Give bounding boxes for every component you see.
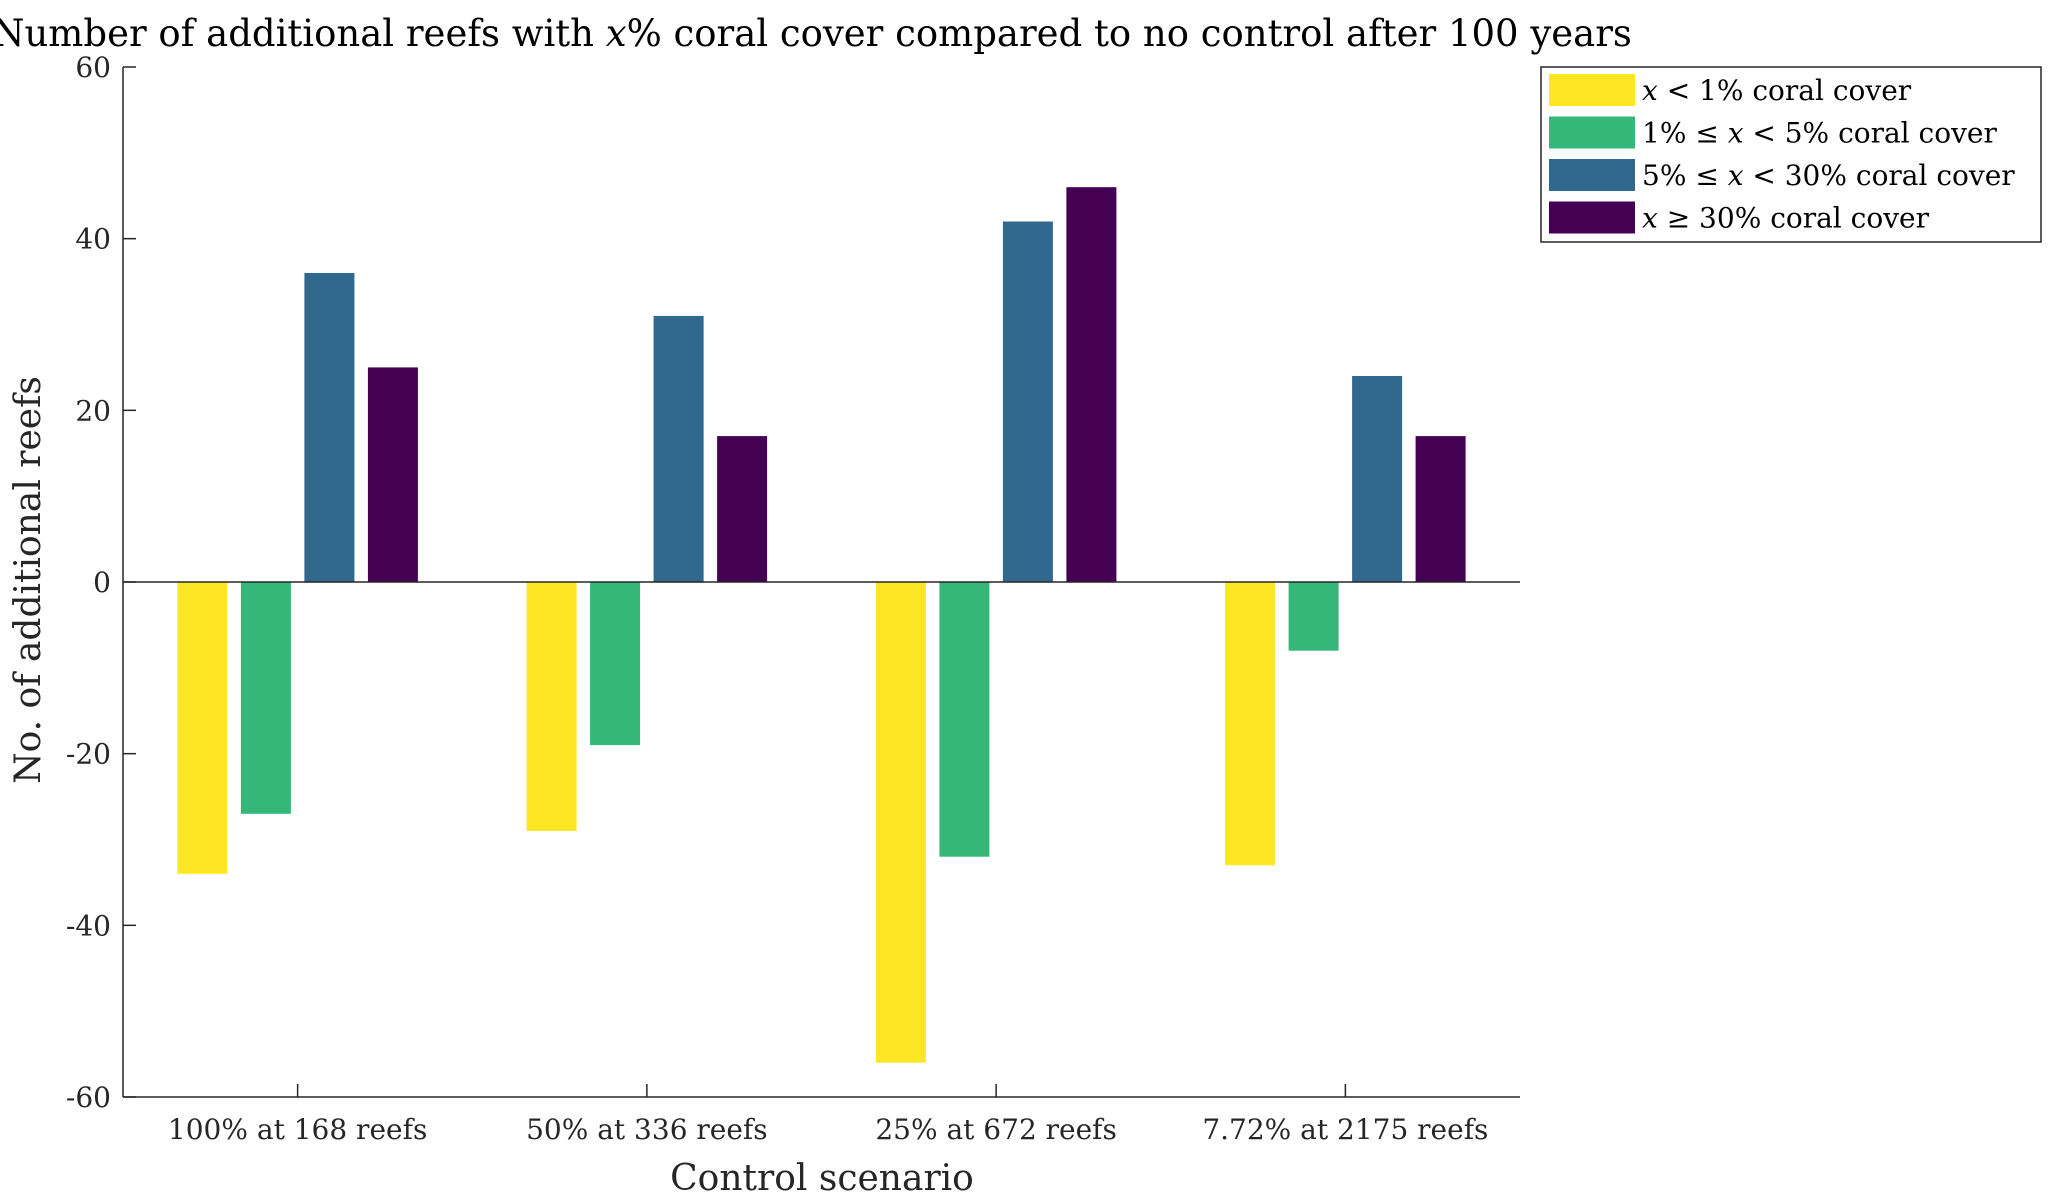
y-tick-label: 0 [93, 566, 111, 599]
x-axis-label: Control scenario [670, 1158, 974, 1199]
legend-entry-label: 5% ≤ x < 30% coral cover [1642, 159, 2015, 192]
bar-1-4 [1225, 582, 1276, 866]
bar-3-3 [1002, 221, 1053, 582]
bar-2-1 [240, 582, 291, 814]
legend-entry-label: 1% ≤ x < 5% coral cover [1642, 117, 1997, 150]
bar-4-2 [717, 436, 768, 582]
bar-3-2 [653, 315, 704, 582]
chart-title: Number of additional reefs with x% coral… [0, 12, 1632, 55]
bar-1-1 [177, 582, 228, 874]
y-tick-label: 20 [75, 394, 111, 427]
bar-2-3 [939, 582, 990, 857]
bar-1-2 [526, 582, 577, 831]
legend: x < 1% coral cover 1% ≤ x < 5% coral cove… [1540, 66, 2042, 243]
y-tick-label: 40 [75, 223, 111, 256]
bars-layer [177, 187, 1466, 1063]
legend-entry-label: x < 1% coral cover [1642, 74, 1912, 107]
x-tick-label: 50% at 336 reefs [526, 1113, 768, 1146]
x-tick-label: 100% at 168 reefs [168, 1113, 427, 1146]
y-tick-label: 60 [75, 51, 111, 84]
x-tick-label: 7.72% at 2175 reefs [1202, 1113, 1488, 1146]
legend-entry-label: x ≥ 30% coral cover [1642, 202, 1930, 235]
bar-2-2 [590, 582, 641, 746]
x-tick-label: 25% at 672 reefs [875, 1113, 1117, 1146]
y-tick-label: -40 [66, 909, 111, 942]
bar-2-4 [1288, 582, 1339, 651]
axes-layer: -60 -40 -20 0 20 40 60 100% at 168 reefs 50% at … [66, 51, 1520, 1146]
legend-swatch [1549, 201, 1635, 234]
bar-4-4 [1415, 436, 1466, 582]
bar-4-1 [367, 367, 418, 582]
y-tick-label: -20 [66, 738, 111, 771]
bar-4-3 [1066, 187, 1117, 582]
bar-3-1 [304, 273, 355, 582]
legend-swatch [1549, 159, 1635, 191]
bar-3-4 [1352, 376, 1403, 582]
legend-swatch [1549, 116, 1635, 149]
y-axis-label: No. of additional reefs [8, 376, 49, 784]
legend-swatch [1549, 74, 1635, 106]
bar-1-3 [875, 582, 926, 1063]
y-tick-label: -60 [66, 1081, 111, 1114]
